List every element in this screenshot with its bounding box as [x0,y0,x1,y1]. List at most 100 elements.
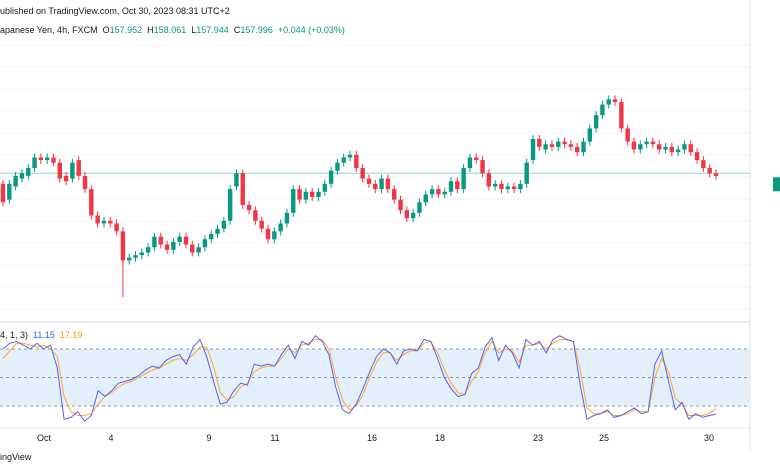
candle-body [373,183,378,190]
candle-body [392,189,397,200]
candle-body [297,189,302,200]
candle-body [221,220,227,229]
oscillator-legend: 4, 1, 3) 11.15 17.19 [0,330,82,340]
candle-body [303,191,309,200]
candle-body [524,162,529,184]
candle-body [707,168,712,174]
candle-body [650,141,656,145]
candle-body [713,173,719,176]
candle-body [19,173,25,179]
candle-body [688,144,693,153]
candle-body [158,236,163,245]
candle-body [316,191,321,198]
candle-body [619,102,624,129]
candle-body [638,144,643,150]
oscillator-params: 4, 1, 3) [0,330,29,340]
oscillator-d-line [2,339,717,416]
candle-body [101,220,107,224]
oscillator-k-line [2,334,717,422]
published-note: ublished on TradingView.com, Oct 30, 202… [0,6,230,16]
candle-body [164,244,170,250]
candle-body [410,212,416,219]
candle-body [556,141,561,147]
time-tick-label: Oct [37,433,52,443]
candle-body [354,154,359,168]
candle-body [530,138,536,161]
low-label: L [191,25,197,35]
candle-body [461,168,466,190]
candle-body [499,183,504,190]
close-label: C [233,25,241,35]
candle-body [278,223,283,232]
candle-body [423,194,428,203]
candle-body [328,170,334,184]
time-axis[interactable]: Oct 4 9 11 16 18 23 25 30 [37,433,714,443]
high-value: 158.061 [153,25,187,35]
candle-body [13,175,18,187]
candle-body [398,199,403,211]
high-label: H [147,25,154,35]
candle-body [600,104,605,116]
candle-body [429,189,435,195]
candle-body [436,189,441,195]
candle-body [562,141,567,145]
candle-body [0,183,6,203]
candle-body [385,178,391,190]
candle-body [474,157,479,161]
candle-body [480,160,485,174]
candle-body [253,210,258,221]
candle-body [209,234,214,240]
last-price-tag [773,177,780,192]
candle-body [379,178,384,190]
open-label: O [102,25,110,35]
candle-body [309,191,315,198]
candle-body [366,178,372,184]
candle-body [114,223,119,232]
candle-body [644,141,649,145]
candle-body [511,186,517,190]
close-value: 157.996 [240,25,273,35]
candle-body [657,144,662,150]
candle-body [593,115,599,129]
candle-body [32,157,37,168]
time-tick-label: 30 [704,433,714,443]
candle-body [486,173,492,187]
candle-body [177,236,182,242]
candle-body [139,252,145,256]
candle-body [467,157,473,168]
candle-body [284,212,290,224]
candle-body [44,157,50,161]
oscillator-d-value: 17.19 [59,330,83,340]
candle-body [82,175,88,190]
time-tick-label: 25 [599,433,609,443]
time-tick-label: 9 [206,433,211,443]
oscillator-lines [2,334,717,422]
candle-body [89,189,94,216]
candle-body [455,181,460,190]
candle-body [322,183,327,192]
candle-body [196,247,201,253]
brand-footer: ingView [0,452,32,462]
change-value: +0.044 (+0.03%) [277,25,345,35]
candle-body [63,175,69,182]
candle-body [341,157,346,163]
candle-body [120,231,126,261]
candle-body [126,257,132,261]
candle-body [537,138,542,147]
candle-body [145,247,151,253]
candle-body [448,181,454,192]
candle-body [587,128,593,142]
candle-body [663,146,668,150]
candle-body [190,244,195,253]
symbol-legend: apanese Yen, 4h, FXCM O157.952 H158.061 … [0,25,345,35]
symbol-title: apanese Yen, 4h, FXCM [0,25,98,35]
candle-body [7,183,12,200]
oscillator-k-value: 11.15 [33,330,55,340]
candle-body [70,162,75,179]
candle-body [246,204,252,211]
open-value: 157.952 [109,25,143,35]
candle-body [669,146,675,153]
candle-body [606,99,611,105]
candle-body [265,228,271,240]
